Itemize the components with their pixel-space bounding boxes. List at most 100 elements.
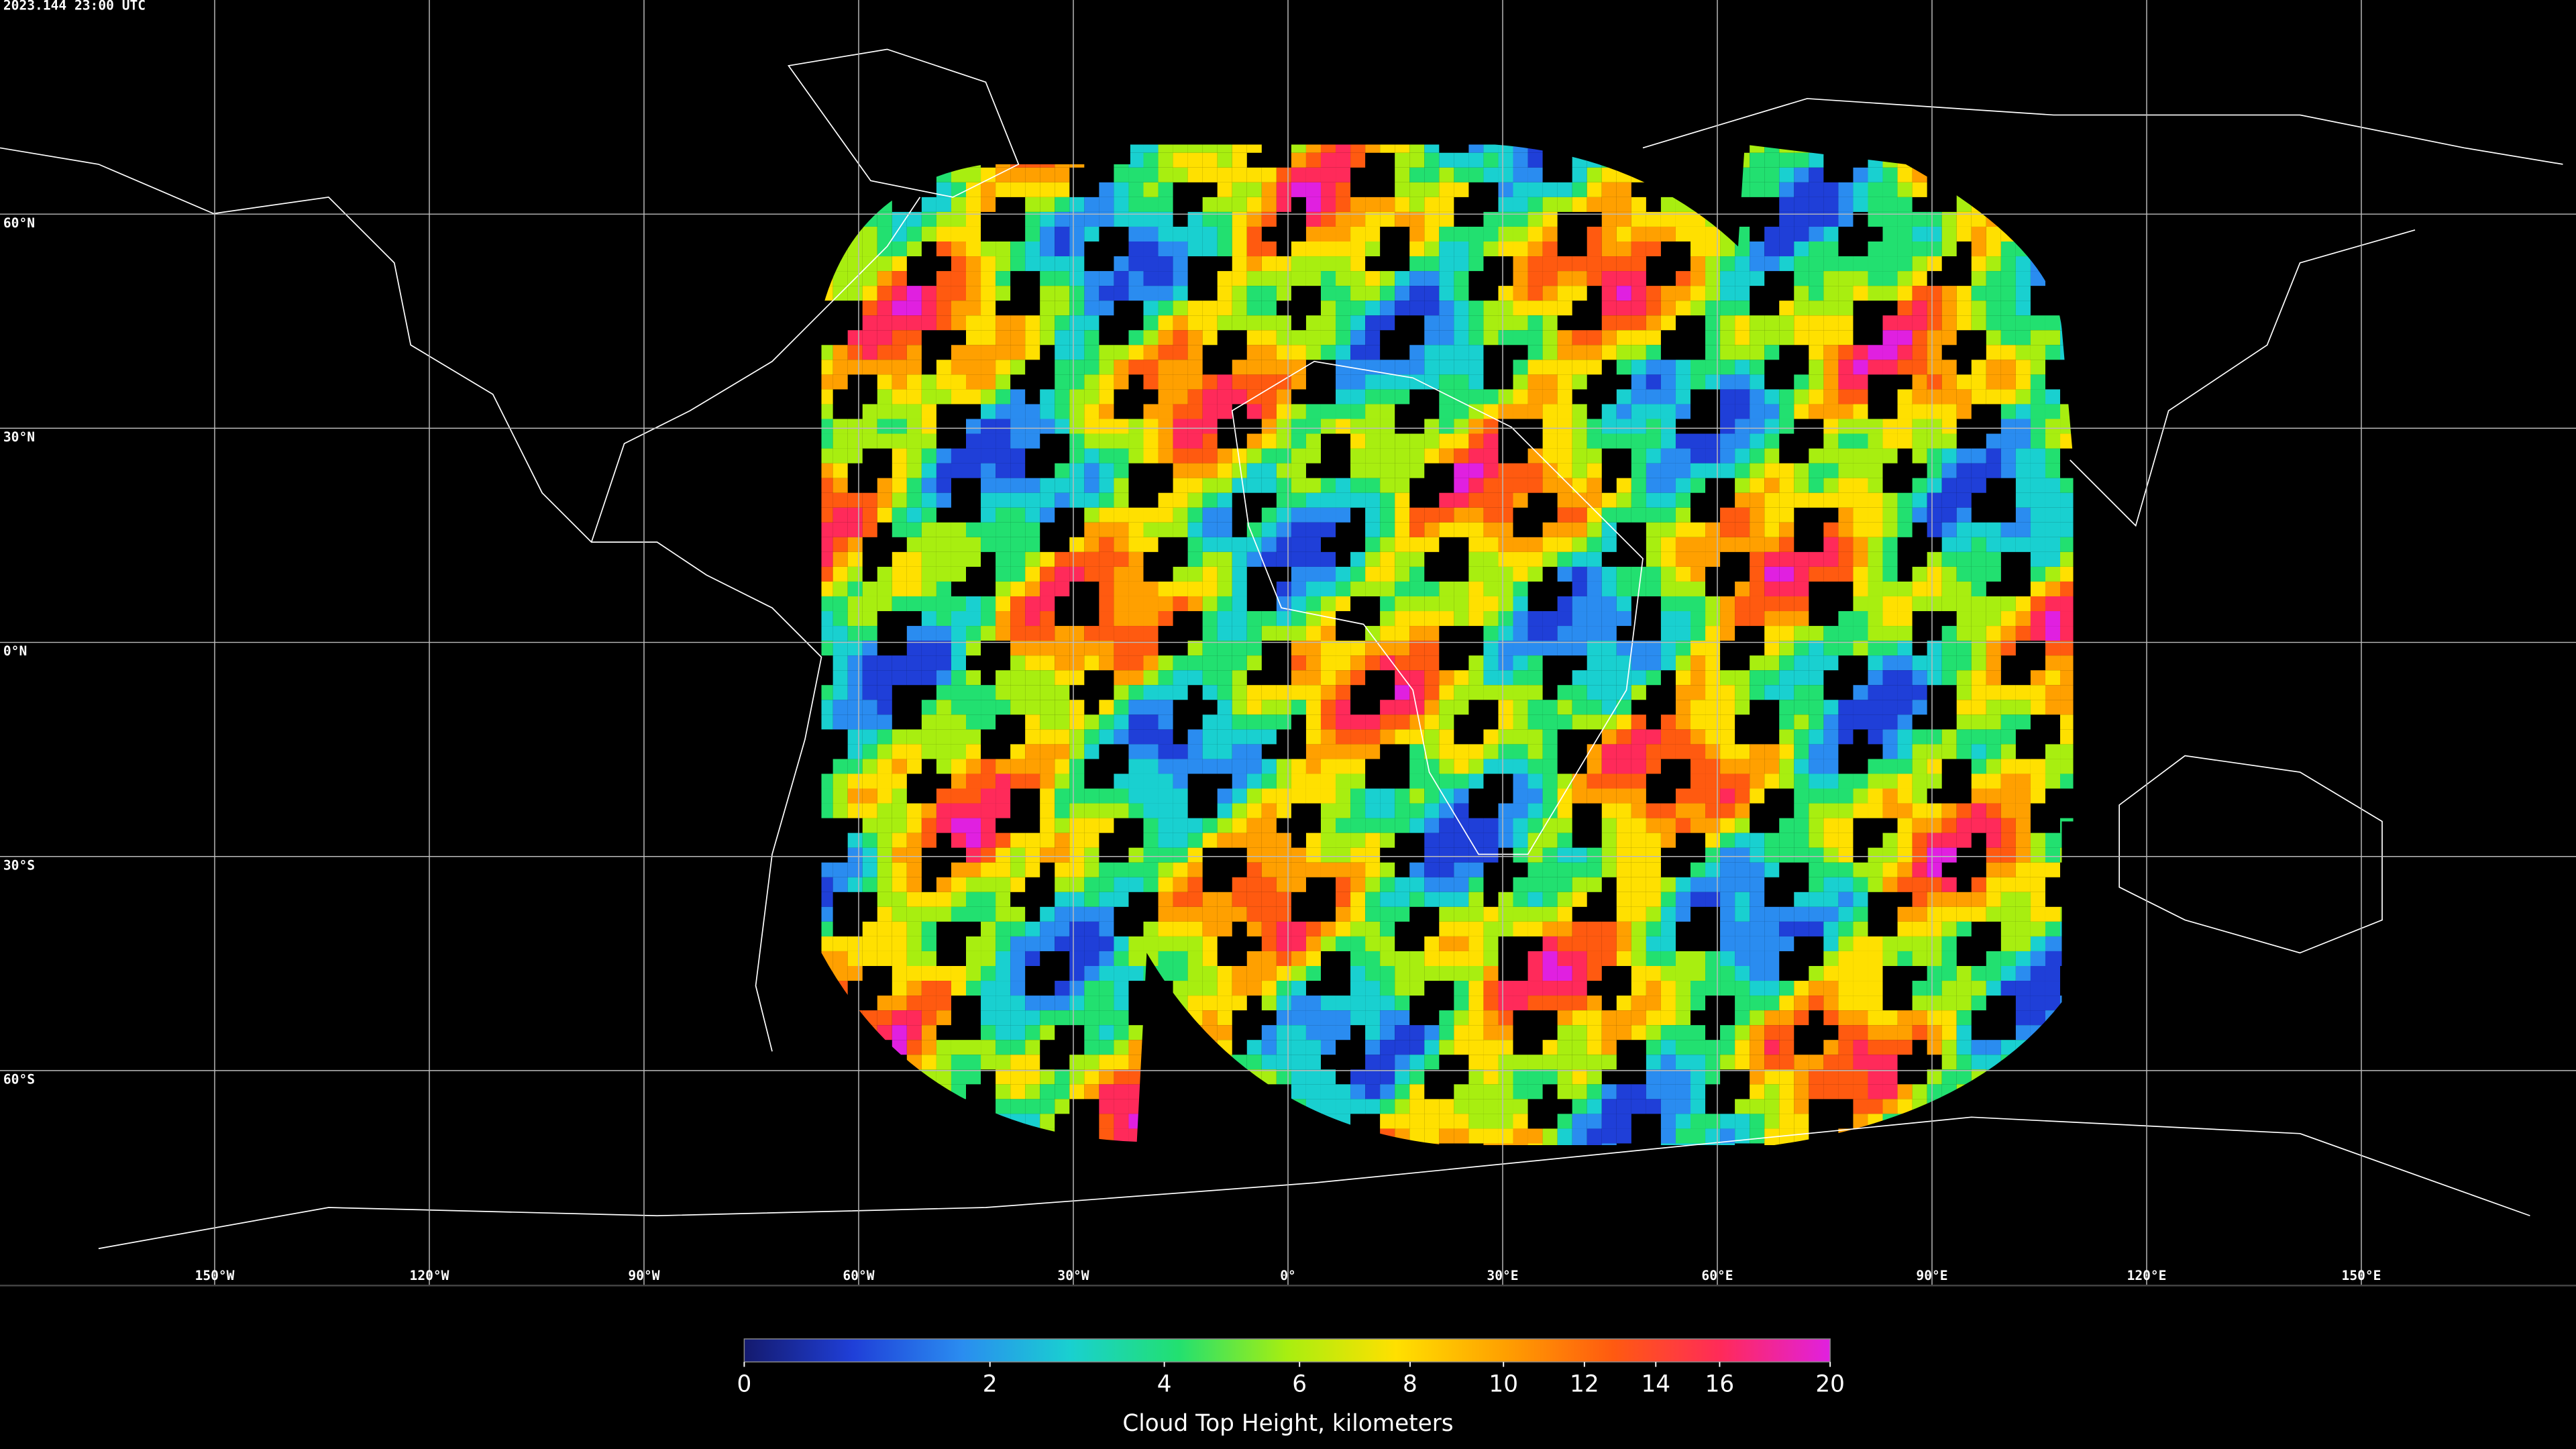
cloud-cell: [1720, 330, 1735, 345]
cloud-cell: [1616, 611, 1631, 627]
cloud-cell: [1616, 433, 1631, 449]
cloud-cell: [1350, 478, 1366, 493]
cloud-cell: [1099, 211, 1114, 227]
cloud-cell: [1380, 596, 1395, 612]
cloud-cell: [2045, 566, 2061, 582]
cloud-cell: [1025, 226, 1040, 241]
cloud-cell: [1750, 330, 1765, 345]
cloud-cell: [1365, 463, 1381, 478]
cloud-cell: [1690, 641, 1706, 656]
cloud-cell: [1542, 1128, 1558, 1144]
cloud-cell: [966, 211, 981, 227]
cloud-cell: [1320, 197, 1336, 212]
cloud-cell: [1809, 847, 1824, 863]
cloud-cell: [1897, 862, 1913, 877]
cloud-cell: [1261, 700, 1277, 715]
cloud-cell: [1853, 182, 1868, 197]
cloud-cell: [1971, 966, 1986, 981]
cloud-cell: [1838, 537, 1854, 552]
cloud-cell: [1320, 315, 1336, 331]
cloud-cell: [1173, 981, 1188, 996]
cloud-cell: [936, 182, 951, 197]
cloud-cell: [1069, 921, 1085, 936]
cloud-cell: [1690, 1069, 1706, 1085]
cloud-cell: [1853, 1010, 1868, 1026]
cloud-cell: [1232, 714, 1247, 730]
cloud-cell: [1986, 744, 2001, 759]
cloud-cell: [1513, 241, 1528, 257]
cloud-cell: [1527, 714, 1543, 730]
cloud-cell: [1809, 759, 1824, 774]
cloud-cell: [1838, 374, 1854, 390]
cloud-cell: [1424, 803, 1440, 818]
cloud-cell: [1498, 566, 1513, 582]
cloud-cell: [966, 936, 981, 951]
cloud-cell: [921, 906, 936, 922]
cloud-cell: [1246, 404, 1262, 419]
cloud-cell: [1616, 655, 1631, 671]
cloud-cell: [1336, 847, 1351, 863]
cloud-cell: [1365, 241, 1381, 257]
cloud-cell: [1912, 729, 1927, 745]
cloud-cell: [1587, 788, 1602, 804]
cloud-cell: [1601, 655, 1617, 671]
cloud-cell: [1010, 581, 1026, 596]
cloud-cell: [2030, 892, 2045, 907]
cloud-cell: [981, 478, 996, 493]
cloud-cell: [1735, 581, 1750, 596]
cloud-cell: [1069, 862, 1085, 877]
cloud-cell: [1764, 433, 1780, 449]
cloud-cell: [1956, 1025, 1972, 1040]
cloud-cell: [981, 833, 996, 848]
cloud-cell: [1409, 1025, 1425, 1040]
cloud-cell: [1690, 759, 1706, 774]
cloud-cell: [1483, 966, 1499, 981]
cloud-cell: [1158, 492, 1173, 508]
cloud-cell: [1320, 700, 1336, 715]
cloud-cell: [1483, 685, 1499, 700]
cloud-cell: [1395, 981, 1410, 996]
cloud-cell: [1705, 862, 1721, 877]
cloud-cell: [1158, 892, 1173, 907]
cloud-cell: [1941, 996, 1957, 1011]
cloud-cell: [1232, 537, 1247, 552]
cloud-cell: [1764, 773, 1780, 789]
cloud-cell: [1956, 818, 1972, 833]
cloud-cell: [1720, 271, 1735, 286]
cloud-cell: [1128, 566, 1144, 582]
cloud-cell: [1912, 448, 1927, 464]
cloud-cell: [1587, 478, 1602, 493]
cloud-cell: [1601, 492, 1617, 508]
cloud-cell: [1735, 685, 1750, 700]
cloud-cell: [833, 463, 848, 478]
cloud-cell: [1350, 345, 1366, 360]
cloud-cell: [2000, 788, 2016, 804]
cloud-cell: [1424, 611, 1440, 627]
cloud-cell: [1069, 936, 1085, 951]
cloud-cell: [1409, 1099, 1425, 1114]
cloud-cell: [1202, 566, 1218, 582]
cloud-cell: [966, 345, 981, 360]
cloud-cell: [1601, 759, 1617, 774]
cloud-cell: [1173, 492, 1188, 508]
cloud-cell: [1616, 877, 1631, 892]
cloud-cell: [1764, 566, 1780, 582]
cloud-cell: [1305, 921, 1321, 936]
cloud-cell: [1187, 144, 1203, 153]
cloud-cell: [1823, 551, 1839, 567]
cloud-cell: [1897, 182, 1913, 197]
cloud-cell: [2000, 433, 2016, 449]
cloud-cell: [996, 551, 1011, 567]
cloud-cell: [1040, 492, 1055, 508]
cloud-cell: [2060, 655, 2074, 671]
cloud-cell: [1439, 315, 1454, 331]
cloud-cell: [1084, 315, 1099, 331]
cloud-cell: [921, 463, 936, 478]
cloud-cell: [1690, 360, 1706, 375]
cloud-cell: [1454, 448, 1469, 464]
cloud-cell: [862, 714, 877, 730]
cloud-cell: [1454, 966, 1469, 981]
cloud-cell: [1646, 1069, 1661, 1085]
cloud-cell: [862, 700, 877, 715]
cloud-cell: [1764, 167, 1780, 182]
